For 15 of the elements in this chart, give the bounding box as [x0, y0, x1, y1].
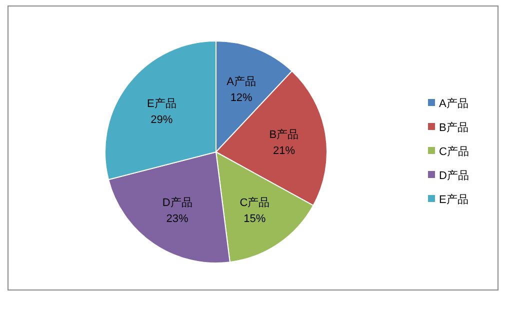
data-label: 23% — [166, 212, 189, 225]
legend-label: A产品 — [439, 97, 468, 110]
slice-label: D产品 — [162, 196, 192, 209]
data-label: 29% — [150, 114, 173, 126]
legend-label: B产品 — [439, 121, 468, 134]
slice-label: B产品 — [269, 128, 299, 142]
legend-label: D产品 — [439, 169, 469, 182]
data-label: 12% — [230, 92, 253, 104]
slice-label: C产品 — [240, 196, 270, 209]
data-label: 21% — [272, 145, 296, 158]
slice-label: A产品 — [226, 75, 256, 88]
legend-label: E产品 — [439, 193, 468, 206]
data-label: 15% — [244, 212, 266, 225]
slice-label: E产品 — [146, 96, 176, 110]
legend-label: C产品 — [439, 145, 469, 158]
